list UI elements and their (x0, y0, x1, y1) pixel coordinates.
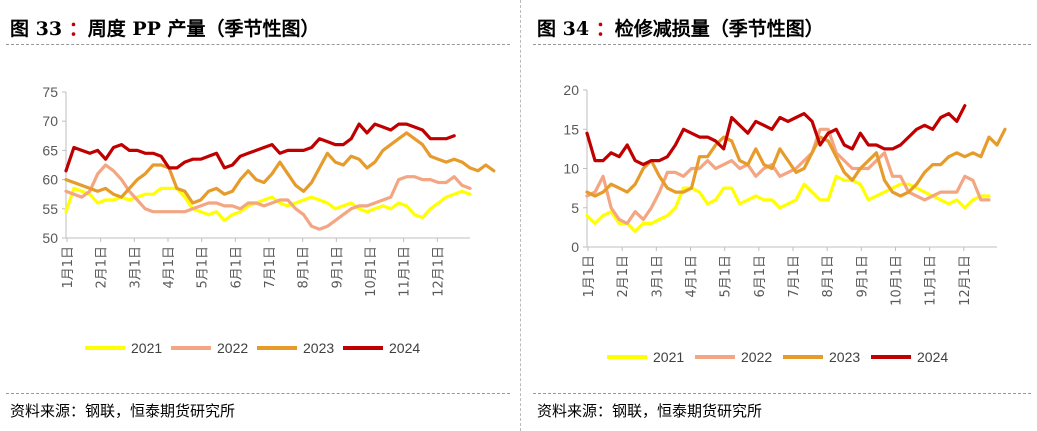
x-tick-label: 1月1日 (582, 255, 597, 298)
x-tick-label: 9月1日 (330, 246, 345, 289)
chart-panel-right: 图 34 ：检修减损量（季节性图） 0 5 10 15 20 1月1日 2月1日 3月1日 4月… (527, 0, 1037, 431)
legend-label-2024: 2024 (389, 340, 420, 356)
x-tick-label: 8月1日 (821, 255, 836, 298)
x-tick-label: 11月1日 (398, 246, 413, 297)
x-tick-label: 6月1日 (229, 246, 244, 289)
x-tick-label: 3月1日 (128, 246, 143, 289)
x-tick-label: 12月1日 (958, 255, 973, 306)
figure-title-left: 图 33 ：周度 PP 产量（季节性图） (10, 14, 320, 41)
legend-label-2023: 2023 (303, 340, 334, 356)
x-tick-label: 9月1日 (855, 255, 870, 298)
y-tick-label: 60 (42, 172, 58, 188)
x-tick-label: 1月1日 (61, 246, 76, 289)
top-divider (6, 44, 510, 45)
y-tick-label: 70 (42, 113, 58, 129)
legend-label-2022: 2022 (741, 349, 772, 365)
legend-label-2023: 2023 (829, 349, 860, 365)
y-tick-label: 15 (563, 121, 579, 137)
top-divider (533, 44, 1031, 45)
x-tick-label: 7月1日 (787, 255, 802, 298)
title-colon: ： (68, 18, 88, 40)
y-tick-label: 65 (42, 142, 58, 158)
series-line-2024 (585, 104, 967, 167)
y-tick-label: 0 (571, 239, 579, 255)
series-line-2023 (585, 127, 1007, 198)
x-tick-label: 8月1日 (297, 246, 312, 289)
x-tick-label: 4月1日 (685, 255, 700, 298)
series-line-2021 (64, 186, 472, 223)
series-line-2024 (64, 122, 456, 173)
panel-separator (520, 0, 521, 431)
series-line-2022 (585, 127, 991, 225)
chart-weekly-pp-output: 50 55 60 65 70 75 1月1日 2月1日 3月1日 4月1日 5月1日 6月1日 7月1日… (42, 84, 496, 356)
y-tick-label: 55 (42, 201, 58, 217)
legend-label-2022: 2022 (217, 340, 248, 356)
x-tick-label: 4月1日 (162, 246, 177, 289)
x-tick-label: 10月1日 (890, 255, 905, 306)
x-tick-label: 5月1日 (196, 246, 211, 289)
series-line-2021 (585, 174, 991, 233)
y-tick-label: 50 (42, 230, 58, 246)
legend-label-2021: 2021 (131, 340, 162, 356)
x-tick-label: 6月1日 (753, 255, 768, 298)
series-line-2022 (64, 163, 472, 231)
x-tick-label: 2月1日 (616, 255, 631, 298)
y-tick-label: 10 (563, 161, 579, 177)
legend-label-2024: 2024 (917, 349, 948, 365)
legend-label-2021: 2021 (653, 349, 684, 365)
x-tick-label: 12月1日 (431, 246, 446, 297)
x-tick-label: 2月1日 (95, 246, 110, 289)
chart-maintenance-loss: 0 5 10 15 20 1月1日 2月1日 3月1日 4月1日 5月1日 6月1日 7月1日 8月1日… (563, 82, 1007, 365)
figure-number: 图 33 (10, 18, 63, 40)
figure-title-right: 图 34 ：检修减损量（季节性图） (537, 14, 824, 41)
bottom-divider (533, 393, 1031, 394)
source-note: 资料来源：钢联，恒泰期货研究所 (537, 402, 763, 420)
chart-panel-left: 图 33 ：周度 PP 产量（季节性图） 50 55 60 65 70 75 1月1日 2月1… (0, 0, 516, 431)
figure-number: 图 34 (537, 18, 590, 40)
bottom-divider (6, 393, 510, 394)
title-colon: ： (595, 18, 615, 40)
figure-title-text: 检修减损量（季节性图） (614, 18, 824, 40)
y-tick-label: 20 (563, 82, 579, 98)
series-line-2023 (64, 131, 496, 205)
y-tick-label: 75 (42, 84, 58, 100)
x-tick-label: 3月1日 (650, 255, 665, 298)
x-tick-label: 7月1日 (263, 246, 278, 289)
x-tick-label: 11月1日 (924, 255, 939, 306)
x-tick-label: 5月1日 (719, 255, 734, 298)
figure-title-text: 周度 PP 产量（季节性图） (87, 18, 320, 40)
source-note: 资料来源：钢联，恒泰期货研究所 (10, 402, 236, 420)
x-tick-label: 10月1日 (364, 246, 379, 297)
y-tick-label: 5 (571, 200, 579, 216)
